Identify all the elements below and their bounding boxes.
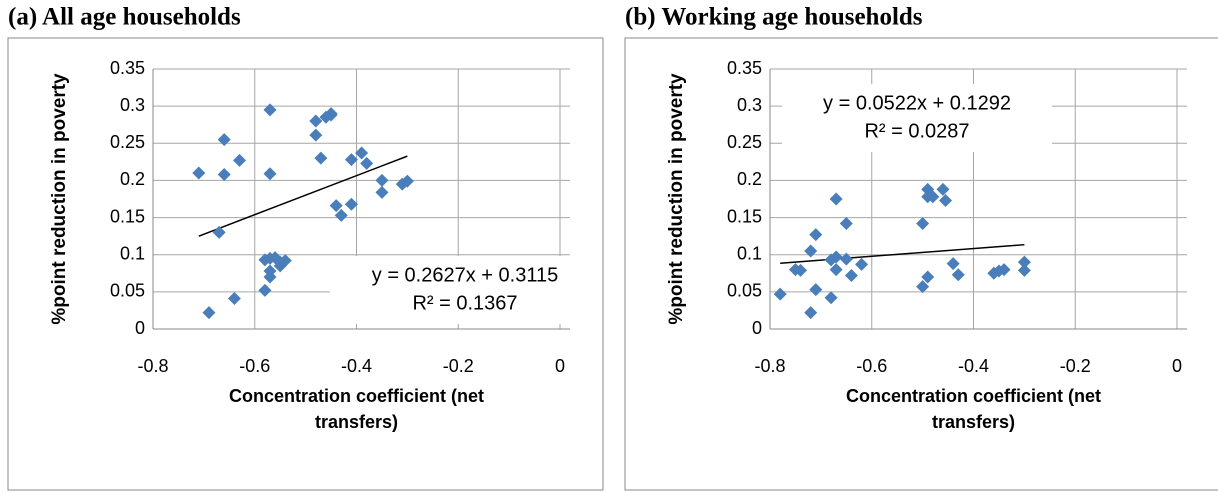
y-tick-label: 0.25: [110, 132, 145, 152]
x-tick-label: -0.2: [1060, 356, 1091, 376]
x-axis-label: Concentration coefficient (net transfers…: [228, 386, 484, 432]
point: [916, 217, 930, 231]
point: [258, 253, 272, 267]
y-tick-label: 0.1: [120, 243, 145, 263]
point: [375, 173, 389, 187]
point: [309, 114, 323, 128]
y-tick-label: 0: [752, 318, 762, 338]
point: [809, 283, 823, 297]
point: [829, 192, 843, 206]
point: [227, 292, 241, 306]
point: [212, 225, 226, 239]
point: [400, 174, 414, 188]
point: [839, 217, 853, 231]
y-tick-label: 0.35: [110, 58, 145, 78]
y-tick-label: 0.15: [110, 206, 145, 226]
x-tick-label: -0.4: [341, 356, 372, 376]
chart-title: (b) Working age households: [625, 4, 923, 31]
y-tick-label: 0.1: [737, 243, 762, 263]
annotation-box: [330, 256, 600, 324]
annotation-box: [782, 84, 1052, 152]
panel-border: [7, 37, 604, 491]
y-axis-label: %point reduction in poverty: [666, 73, 687, 325]
x-tick-label: -0.6: [856, 356, 887, 376]
point: [329, 199, 343, 213]
y-tick-label: 0.15: [727, 206, 762, 226]
point: [217, 167, 231, 181]
point: [951, 268, 965, 282]
point: [773, 287, 787, 301]
y-tick-label: 0.05: [727, 281, 762, 301]
point: [1017, 263, 1031, 277]
point: [839, 252, 853, 266]
point: [324, 108, 338, 122]
y-axis-label: %point reduction in poverty: [49, 73, 70, 325]
trendline: [198, 155, 408, 237]
point: [829, 250, 843, 264]
point: [202, 306, 216, 320]
point: [375, 185, 389, 199]
point: [263, 270, 277, 284]
point: [192, 166, 206, 180]
point: [936, 182, 950, 196]
point: [344, 197, 358, 211]
y-tick-label: 0.2: [737, 169, 762, 189]
point: [844, 269, 858, 283]
x-tick-label: -0.8: [137, 356, 168, 376]
point: [997, 263, 1011, 277]
point: [804, 306, 818, 320]
y-tick-label: 0.2: [120, 169, 145, 189]
point: [829, 263, 843, 277]
x-tick-label: -0.4: [958, 356, 989, 376]
point: [855, 257, 869, 271]
panel-border: [624, 37, 1218, 491]
annotation: R² = 0.0287: [864, 120, 969, 142]
point: [344, 153, 358, 167]
y-tick-label: 0.05: [110, 281, 145, 301]
point: [360, 156, 374, 170]
y-tick-label: 0.3: [737, 95, 762, 115]
y-tick-label: 0.35: [727, 58, 762, 78]
point: [916, 280, 930, 294]
point: [273, 255, 287, 269]
x-tick-label: -0.8: [754, 356, 785, 376]
chart-title: (a) All age households: [8, 4, 241, 31]
point: [309, 128, 323, 142]
point: [824, 291, 838, 305]
annotation: y = 0.2627x + 0.3115: [372, 264, 558, 286]
x-tick-label: 0: [1172, 356, 1182, 376]
point: [939, 193, 953, 207]
point: [355, 146, 369, 160]
point: [263, 103, 277, 117]
point: [921, 270, 935, 284]
x-axis-label: Concentration coefficient (net transfers…: [845, 386, 1101, 432]
y-tick-label: 0.3: [120, 95, 145, 115]
y-tick-label: 0: [135, 318, 145, 338]
point: [809, 228, 823, 242]
point: [946, 257, 960, 271]
point: [258, 283, 272, 297]
point: [824, 253, 838, 267]
point: [804, 244, 818, 258]
point: [1017, 255, 1031, 269]
x-tick-label: -0.6: [239, 356, 270, 376]
point: [263, 167, 277, 181]
annotation: y = 0.0522x + 0.1292: [823, 92, 1011, 114]
point: [334, 208, 348, 222]
annotation: R² = 0.1367: [412, 292, 517, 314]
trendline: [780, 243, 1025, 265]
x-tick-label: 0: [555, 356, 565, 376]
point: [926, 190, 940, 204]
point: [232, 153, 246, 167]
x-tick-label: -0.2: [443, 356, 474, 376]
point: [314, 151, 328, 165]
y-tick-label: 0.25: [727, 132, 762, 152]
point: [217, 133, 231, 147]
point: [794, 263, 808, 277]
